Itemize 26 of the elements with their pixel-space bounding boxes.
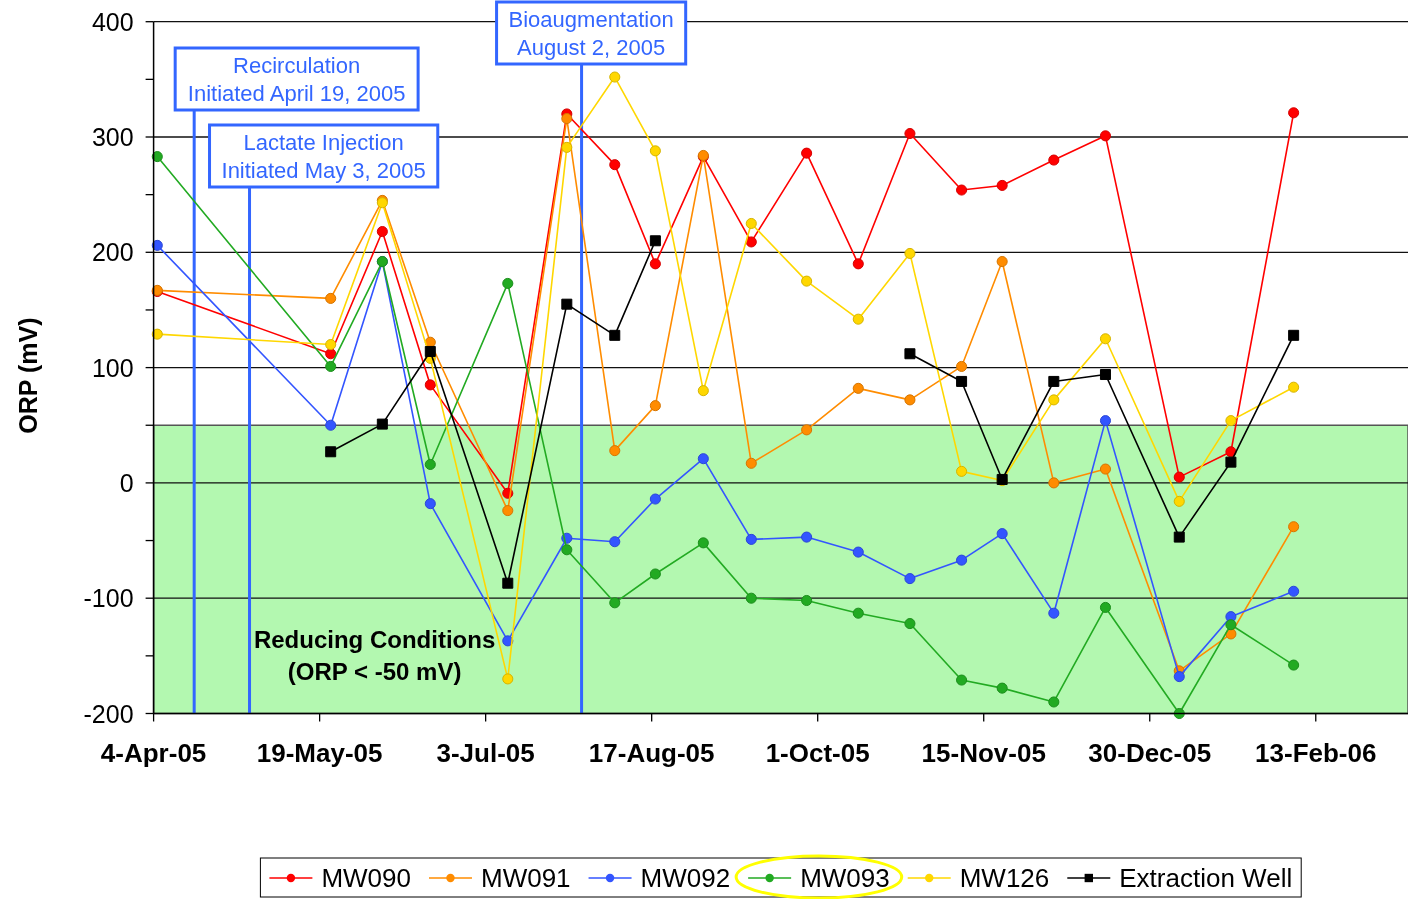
y-axis-title: ORP (mV) (14, 317, 42, 434)
ref-line-label: Recirculation Initiated April 19, 2005 (187, 52, 406, 106)
y-tick-label: 100 (91, 353, 134, 382)
y-tick-label: 200 (91, 238, 134, 267)
y-tick-label: -200 (83, 699, 134, 728)
legend-label: MW091 (480, 863, 571, 893)
band-label: Reducing Conditions (ORP < -50 mV) (253, 625, 496, 684)
legend-label: MW090 (321, 863, 411, 893)
x-tick-label: 15-Nov-05 (921, 738, 1046, 768)
y-tick-label: 0 (119, 468, 134, 497)
x-tick-label: 19-May-05 (256, 738, 383, 768)
x-tick-label: 30-Dec-05 (1088, 738, 1212, 768)
legend-label: MW126 (959, 863, 1050, 893)
legend-label: Extraction Well (1119, 863, 1293, 893)
ref-line-label: Lactate Injection Initiated May 3, 2005 (221, 129, 426, 183)
x-tick-label: 13-Feb-06 (1255, 738, 1377, 768)
ref-line-label: Bioaugmentation August 2, 2005 (508, 6, 674, 60)
x-tick-label: 17-Aug-05 (588, 738, 715, 768)
x-tick-label: 4-Apr-05 (100, 738, 207, 768)
y-tick-label: 300 (91, 123, 134, 151)
legend-label: MW093 (800, 863, 890, 893)
x-tick-label: 3-Jul-05 (436, 738, 535, 768)
x-tick-label: 1-Oct-05 (765, 738, 870, 768)
y-tick-label: 400 (91, 7, 134, 36)
legend-label: MW092 (640, 863, 731, 893)
y-tick-label: -100 (83, 584, 134, 613)
